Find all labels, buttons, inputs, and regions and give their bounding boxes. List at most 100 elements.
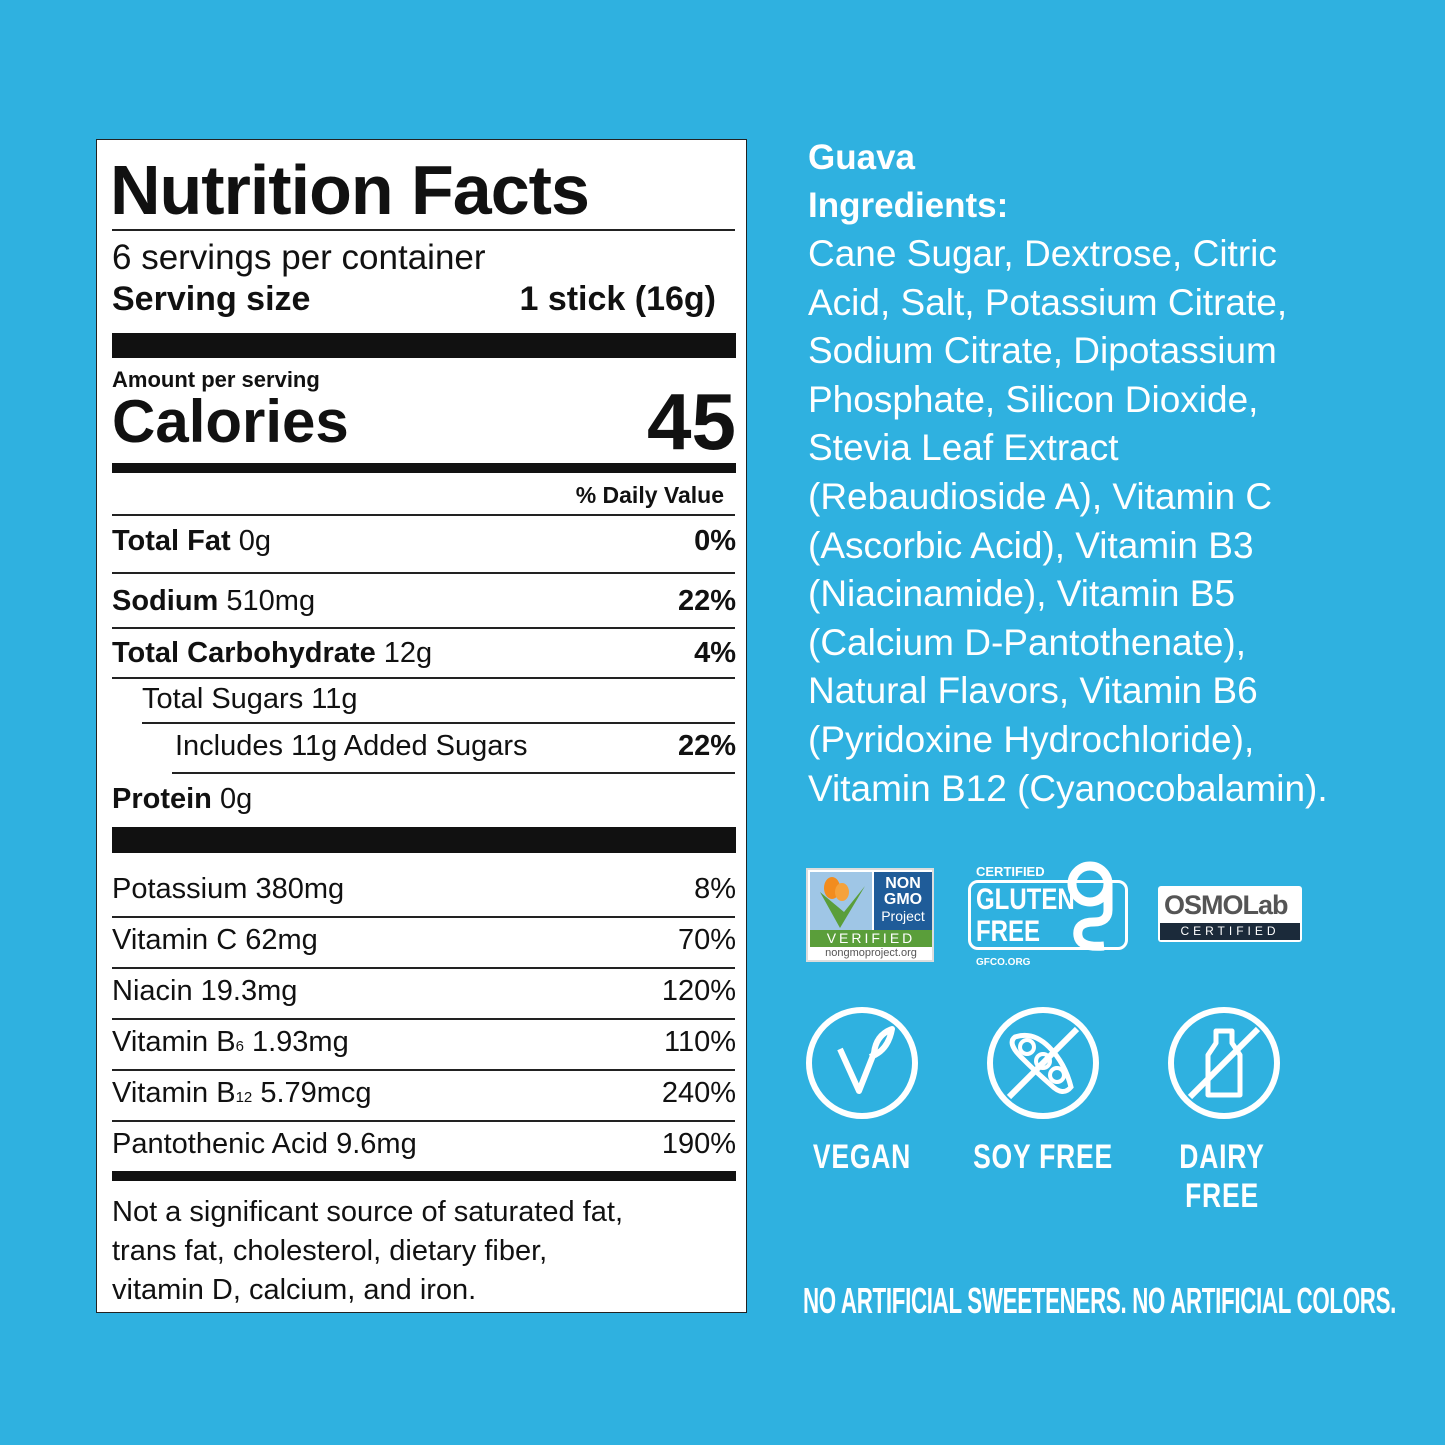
servings-per-container: 6 servings per container	[112, 238, 486, 277]
vitamin-subscript: 12	[235, 1089, 253, 1106]
butterfly-icon	[810, 872, 872, 930]
amount-per-serving: Amount per serving	[112, 367, 320, 392]
vitamin-dv: 8%	[694, 873, 736, 905]
ingredient-line: (Calcium D-Pantothenate),	[808, 621, 1247, 663]
ingredient-line: Sodium Citrate, Dipotassium	[808, 330, 1277, 372]
vitamin-row: Niacin 19.3mg 120%	[112, 975, 736, 1008]
vitamin-name: Vitamin B	[112, 1026, 236, 1058]
nutrient-name: Includes 11g Added Sugars	[175, 730, 528, 762]
nutrient-row: Sodium 510mg 22%	[112, 585, 736, 618]
serving-size-label: Serving size	[112, 280, 311, 318]
rule	[142, 722, 735, 724]
nutrition-facts-label: Nutrition Facts 6 servings per container…	[96, 139, 747, 1313]
rule	[112, 916, 735, 918]
nongmo-text: NON	[885, 875, 921, 892]
footnote-line: Not a significant source of saturated fa…	[112, 1196, 623, 1228]
nutrient-dv: 0%	[694, 525, 736, 557]
nutrient-row: Total Sugars 11g	[112, 683, 736, 716]
daily-value-header: % Daily Value	[575, 482, 724, 508]
ingredient-line: Natural Flavors, Vitamin B6	[808, 670, 1258, 712]
gluten-free-text: GLUTEN FREE	[976, 884, 1075, 948]
rule	[112, 1120, 735, 1122]
soy-free-label: SOY FREE	[973, 1138, 1113, 1176]
nongmo-text: GMO	[883, 891, 923, 908]
nutrient-row: Total Carbohydrate 12g 4%	[112, 637, 736, 670]
nutrient-amount: 0g	[219, 783, 253, 815]
vitamin-name: Pantothenic Acid	[112, 1128, 329, 1160]
nutrient-name: Protein	[112, 783, 212, 815]
nutrient-name: Total Fat	[112, 525, 231, 557]
footnote: Not a significant source of saturated fa…	[112, 1193, 623, 1310]
nutrient-row: Includes 11g Added Sugars 22%	[112, 730, 736, 763]
osmolab-certified: CERTIFIED	[1160, 923, 1300, 940]
serving-size-value: 1 stick (16g)	[519, 280, 716, 318]
nutrient-dv: 22%	[677, 585, 736, 617]
vegan-label: VEGAN	[812, 1138, 912, 1176]
vitamin-dv: 70%	[677, 924, 736, 956]
calories-value: 45	[647, 377, 736, 466]
verified-text: VERIFIED	[810, 930, 932, 947]
rule	[112, 677, 735, 679]
vitamin-subscript: 6	[235, 1038, 244, 1055]
ingredient-line: Cane Sugar, Dextrose, Citric	[808, 233, 1277, 274]
vitamin-dv: 110%	[663, 1026, 736, 1058]
ingredient-line: Acid, Salt, Potassium Citrate,	[808, 281, 1288, 323]
thick-rule	[112, 333, 736, 358]
ingredient-line: Phosphate, Silicon Dioxide,	[808, 378, 1259, 420]
flavor-name: Guava	[808, 138, 915, 177]
vitamin-amount: 19.3mg	[200, 975, 298, 1007]
rule	[112, 967, 735, 969]
ingredient-line: (Pyridoxine Hydrochloride),	[808, 719, 1255, 760]
gluten-g-icon	[1067, 861, 1113, 951]
vitamin-row: Potassium 380mg 8%	[112, 873, 736, 906]
gfco-url: GFCO.ORG	[976, 957, 1031, 968]
nutrient-amount: 510mg	[226, 585, 316, 617]
vitamin-name: Potassium	[112, 873, 248, 905]
vitamin-name: Niacin	[112, 975, 193, 1007]
vitamin-amount: 1.93mg	[251, 1026, 349, 1058]
gluten-line: FREE	[976, 915, 1041, 948]
ingredient-line: (Niacinamide), Vitamin B5	[808, 573, 1236, 615]
rule	[112, 572, 735, 574]
osmolab-text: OSMOLab	[1164, 890, 1289, 920]
label-title: Nutrition Facts	[110, 151, 590, 229]
nongmo-url: nongmoproject.org	[825, 947, 917, 959]
calories-label: Calories	[112, 388, 349, 455]
vitamin-amount: 62mg	[245, 924, 318, 956]
vitamin-amount: 380mg	[255, 873, 345, 905]
nutrient-dv: 4%	[694, 637, 736, 669]
certified-text: CERTIFIED	[976, 864, 1045, 879]
ingredient-line: (Ascorbic Acid), Vitamin B3	[808, 524, 1254, 566]
vitamin-name: Vitamin C	[112, 924, 238, 956]
nongmo-text: Project	[881, 908, 925, 924]
ingredients-heading: Ingredients:	[808, 186, 1009, 225]
tagline: NO ARTIFICIAL SWEETENERS. NO ARTIFICIAL …	[803, 1280, 1397, 1321]
vitamin-amount: 5.79mcg	[260, 1077, 372, 1109]
nutrient-name: Total Sugars	[142, 683, 304, 715]
vitamin-amount: 9.6mg	[336, 1128, 417, 1160]
gluten-free-badge: CERTIFIED GLUTEN FREE GFCO.ORG	[968, 860, 1138, 970]
rule	[112, 627, 735, 629]
vitamin-dv: 190%	[661, 1128, 736, 1160]
footnote-line: trans fat, cholesterol, dietary fiber,	[112, 1235, 548, 1267]
nutrient-name: Sodium	[112, 585, 219, 617]
vitamin-row: Vitamin B6 1.93mg 110%	[112, 1026, 736, 1059]
non-gmo-badge: NON GMO Project VERIFIED nongmoproject.o…	[806, 868, 934, 962]
medium-rule	[112, 463, 736, 473]
ingredient-line: Stevia Leaf Extract	[808, 427, 1119, 469]
vegan-leaf-icon	[806, 1007, 918, 1119]
dairy-free-label: DAIRY FREE	[1179, 1138, 1265, 1215]
vitamin-row: Pantothenic Acid 9.6mg 190%	[112, 1128, 736, 1161]
nutrient-amount: 11g	[311, 683, 358, 715]
gluten-line: GLUTEN	[976, 883, 1075, 916]
nutrient-row: Total Fat 0g 0%	[112, 525, 736, 558]
nutrient-amount: 12g	[383, 637, 433, 669]
nutrient-amount: 0g	[238, 525, 272, 557]
rule	[172, 772, 735, 774]
vitamin-dv: 120%	[661, 975, 736, 1007]
ingredient-line: (Rebaudioside A), Vitamin C	[808, 476, 1273, 517]
vitamin-row: Vitamin B12 5.79mcg 240%	[112, 1077, 736, 1110]
thick-rule	[112, 827, 736, 853]
nutrient-name: Total Carbohydrate	[112, 637, 376, 669]
dairy-free-icon	[1168, 1007, 1280, 1119]
